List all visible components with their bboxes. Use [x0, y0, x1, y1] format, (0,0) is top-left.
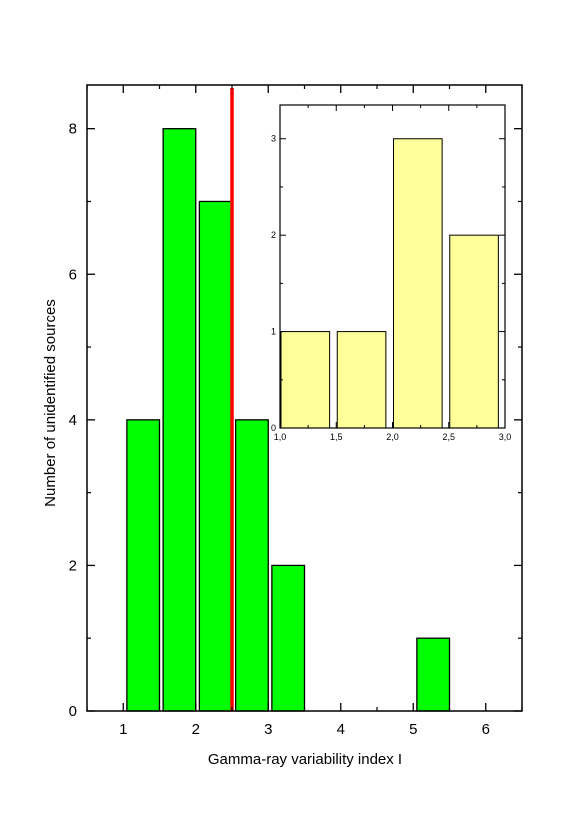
inset-y-tick-label: 1: [271, 327, 276, 337]
main-ticks: 1 2 3 4 5 6 0 2 4 6 8: [69, 85, 523, 738]
x-tick-label: 1: [119, 721, 127, 738]
x-axis-label: Gamma-ray variability index I: [208, 751, 402, 768]
main-bar-6: [416, 637, 451, 712]
inset-y-tick-label: 2: [271, 230, 276, 240]
y-tick-label: 4: [69, 412, 77, 429]
inset-x-tick-label: 1,0: [274, 432, 287, 442]
inset-bar-3: [393, 138, 443, 429]
inset-x-tick-label: 2,5: [442, 432, 455, 442]
inset-bar-2: [336, 331, 387, 429]
inset-y-tick-label: 0: [271, 423, 276, 433]
y-axis-label: Number of unidentified sources: [42, 299, 59, 507]
y-tick-label: 8: [69, 121, 77, 138]
main-bar-2: [162, 128, 197, 712]
inset-x-tick-label: 3,0: [499, 432, 512, 442]
x-tick-label: 2: [192, 721, 200, 738]
x-tick-label: 6: [482, 721, 490, 738]
x-tick-label: 4: [337, 721, 345, 738]
x-tick-label: 3: [264, 721, 272, 738]
main-bar-5: [271, 564, 306, 712]
inset-bar-1: [280, 331, 331, 429]
inset-bars: [280, 138, 499, 429]
inset-x-tick-label: 1,5: [330, 432, 343, 442]
y-tick-label: 6: [69, 266, 77, 283]
main-bar-1: [126, 419, 161, 712]
main-bars: [126, 128, 451, 712]
inset-frame: [279, 104, 506, 429]
y-tick-label: 0: [69, 703, 77, 720]
main-bar-4: [234, 419, 269, 712]
inset-y-tick-label: 3: [271, 134, 276, 144]
main-plot-frame: [86, 84, 523, 712]
x-tick-label: 5: [409, 721, 417, 738]
y-tick-label: 2: [69, 557, 77, 574]
inset-x-tick-label: 2,0: [386, 432, 399, 442]
inset-plot: 1,0 1,5 2,0 2,5 3,0 0 1 2 3: [271, 104, 512, 442]
inset-bar-4: [449, 234, 499, 429]
main-bar-3: [198, 200, 233, 712]
